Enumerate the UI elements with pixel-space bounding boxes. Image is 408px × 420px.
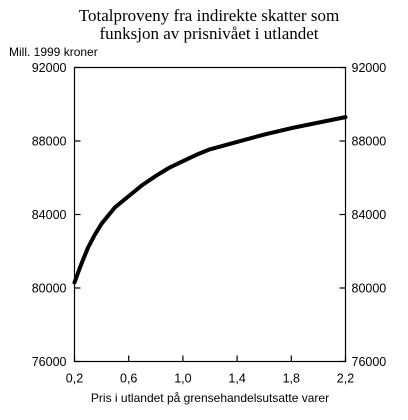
y-axis-label: Mill. 1999 kroner [9, 45, 98, 59]
x-tick-label: 1,0 [174, 372, 191, 386]
y-tick-label-left: 80000 [32, 282, 67, 296]
y-tick-label-right: 92000 [352, 61, 387, 75]
y-tick-label-right: 88000 [352, 135, 387, 149]
y-tick-label-left: 92000 [32, 61, 67, 75]
y-tick-label-left: 76000 [32, 355, 67, 369]
y-tick-label-right: 84000 [352, 208, 387, 222]
x-tick-label: 2,2 [337, 372, 354, 386]
y-tick-label-left: 84000 [32, 208, 67, 222]
y-tick-label-left: 88000 [32, 135, 67, 149]
x-tick-label: 0,6 [120, 372, 137, 386]
x-axis: 0,2 0,6 1,0 1,4 1,8 2,2 [66, 355, 354, 386]
y-axes: 92000 92000 88000 88000 84000 84000 80000 80000… [32, 61, 387, 369]
chart-title-line-1: Totalproveny fra indirekte skatter som [79, 6, 339, 25]
x-tick-label: 1,8 [283, 372, 300, 386]
y-tick-label-right: 80000 [352, 282, 387, 296]
y-tick-label-right: 76000 [352, 355, 387, 369]
series-line [72, 115, 348, 285]
plot-frame [73, 66, 347, 363]
x-tick-label: 1,4 [228, 372, 245, 386]
chart-title-line-2: funksjon av prisnivået i utlandet [99, 24, 318, 43]
x-axis-label: Pris i utlandet på grensehandelsutsatte … [91, 391, 329, 405]
x-tick-label: 0,2 [66, 372, 83, 386]
